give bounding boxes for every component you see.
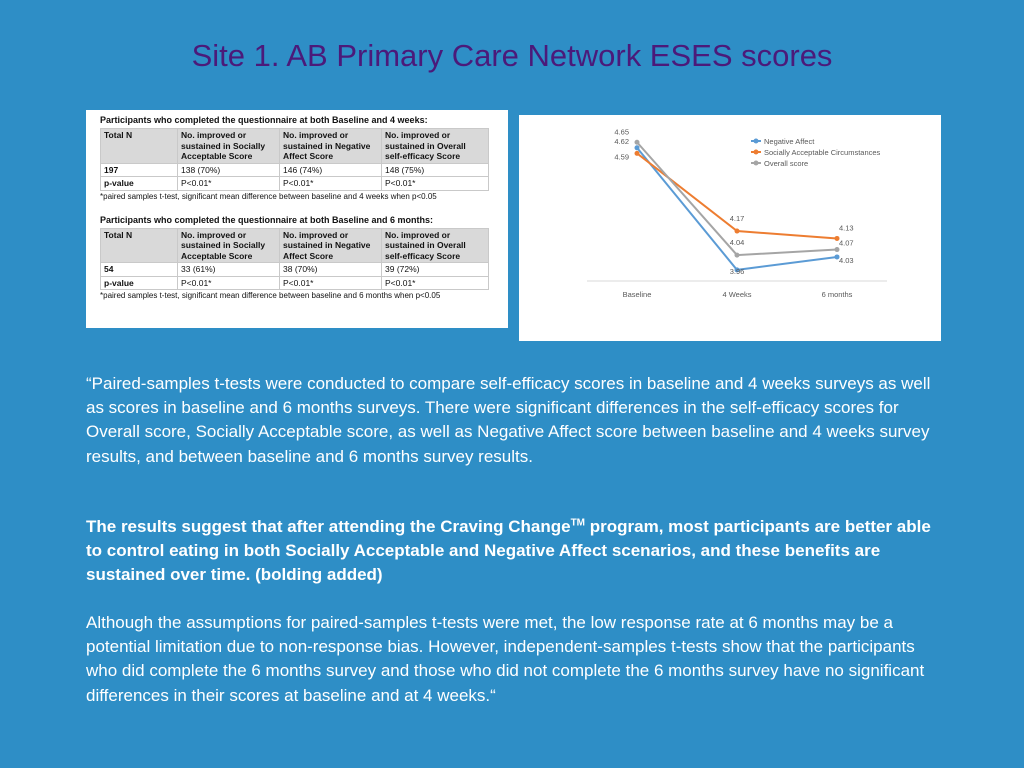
slide-title: Site 1. AB Primary Care Network ESES sco… xyxy=(191,38,833,73)
table-cell: p-value xyxy=(100,176,178,191)
data-point xyxy=(834,247,840,253)
results-table-6-months: Total N No. improved or sustained in Soc… xyxy=(100,227,489,291)
header-cell: Total N xyxy=(100,128,178,164)
table-cell: 146 (74%) xyxy=(279,162,382,177)
table-cell: 148 (75%) xyxy=(381,162,489,177)
data-point xyxy=(734,228,740,234)
legend-swatch-marker xyxy=(753,149,759,155)
paragraph-t-test-summary: “Paired-samples t-tests were conducted t… xyxy=(86,374,931,466)
data-label: 4.07 xyxy=(839,239,854,248)
eses-line-chart: Baseline 4 Weeks 6 months 4.62 3.96 4.03 4.59 4… xyxy=(519,115,941,341)
data-point xyxy=(634,139,640,145)
table-header-row: Total N No. improved or sustained in Soc… xyxy=(100,128,489,164)
table-cell: 197 xyxy=(100,162,178,177)
data-label: 4.03 xyxy=(839,256,854,265)
header-cell: No. improved or sustained in Negative Af… xyxy=(279,227,382,263)
results-table-panel: Participants who completed the questionn… xyxy=(86,110,508,328)
data-point xyxy=(634,150,640,156)
legend-label: Socially Acceptable Circumstances xyxy=(764,148,881,157)
legend-swatch-marker xyxy=(753,138,759,144)
x-tick-label: Baseline xyxy=(623,290,652,299)
x-tick-label: 6 months xyxy=(822,290,853,299)
table-row: 54 33 (61%) 38 (70%) 39 (72%) xyxy=(100,262,489,277)
header-cell: No. improved or sustained in Socially Ac… xyxy=(177,227,280,263)
data-point xyxy=(734,267,740,273)
data-point xyxy=(834,254,840,260)
header-cell: No. improved or sustained in Socially Ac… xyxy=(177,128,280,164)
data-label: 4.13 xyxy=(839,223,854,232)
legend-swatch-marker xyxy=(753,160,759,166)
data-label: 4.65 xyxy=(614,127,629,136)
header-cell: No. improved or sustained in Negative Af… xyxy=(279,128,382,164)
paragraph-results-text-b: program, most participants are better ab… xyxy=(86,517,931,585)
table-cell: P<0.01* xyxy=(177,275,280,290)
table-cell: 138 (70%) xyxy=(177,162,280,177)
data-label: 4.04 xyxy=(730,238,745,247)
table-footnote-4-weeks: *paired samples t-test, significant mean… xyxy=(100,191,437,201)
table-row: 197 138 (70%) 146 (74%) 148 (75%) xyxy=(100,162,489,177)
legend-label: Negative Affect xyxy=(764,137,815,146)
table-cell: P<0.01* xyxy=(381,275,489,290)
legend-label: Overall score xyxy=(764,159,808,168)
paragraph-results-text-a: The results suggest that after attending… xyxy=(86,517,571,536)
table-row-pvalue: p-value P<0.01* P<0.01* P<0.01* xyxy=(100,176,489,191)
table-cell: 33 (61%) xyxy=(177,262,280,277)
paragraph-results-bold: The results suggest that after attending… xyxy=(86,515,936,588)
data-label: 4.62 xyxy=(614,137,629,146)
table-cell: P<0.01* xyxy=(177,176,280,191)
header-cell: No. improved or sustained in Overall sel… xyxy=(381,128,489,164)
table-cell: P<0.01* xyxy=(381,176,489,191)
results-table-4-weeks: Total N No. improved or sustained in Soc… xyxy=(100,128,489,191)
table-cell: 38 (70%) xyxy=(279,262,382,277)
table-footnote-6-months: *paired samples t-test, significant mean… xyxy=(100,291,441,300)
header-cell: No. improved or sustained in Overall sel… xyxy=(381,227,489,263)
data-label: 3.96 xyxy=(730,267,745,276)
data-label: 4.59 xyxy=(614,152,629,161)
header-cell: Total N xyxy=(100,227,178,263)
data-point xyxy=(734,252,740,258)
table-cell: P<0.01* xyxy=(279,176,382,191)
table-header-row: Total N No. improved or sustained in Soc… xyxy=(100,227,489,263)
table-row-pvalue: p-value P<0.01* P<0.01* P<0.01* xyxy=(100,275,489,290)
paragraph-limitations: Although the assumptions for paired-samp… xyxy=(86,613,925,705)
table-cell: P<0.01* xyxy=(279,275,382,290)
trademark-mark: TM xyxy=(570,517,586,529)
data-label: 4.17 xyxy=(730,214,745,223)
x-tick-label: 4 Weeks xyxy=(722,290,751,299)
table-caption-4-weeks: Participants who completed the questionn… xyxy=(100,115,428,125)
data-point xyxy=(834,235,840,241)
table-cell: 54 xyxy=(100,262,178,277)
table-cell: 39 (72%) xyxy=(381,262,489,277)
table-caption-6-months: Participants who completed the questionn… xyxy=(100,214,434,225)
data-point xyxy=(634,145,640,151)
chart-svg: Baseline 4 Weeks 6 months 4.62 3.96 4.03 4.59 4… xyxy=(587,127,887,299)
table-cell: p-value xyxy=(100,275,178,290)
